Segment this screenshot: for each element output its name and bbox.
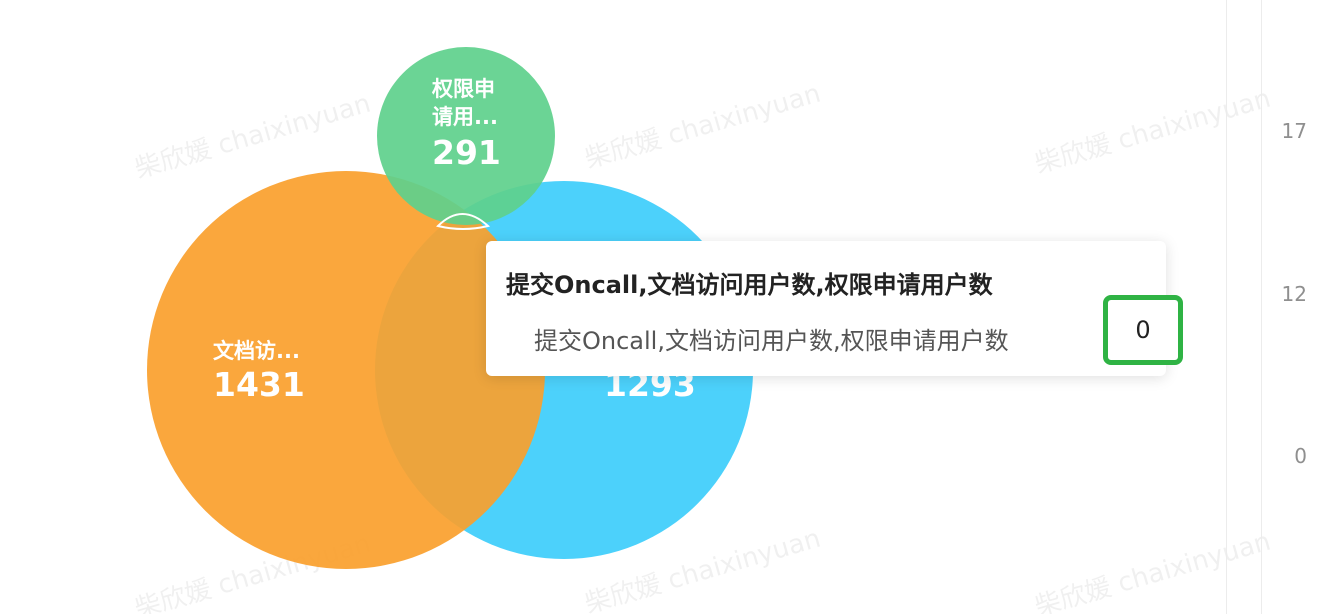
venn-circle-orange[interactable] bbox=[147, 171, 545, 569]
venn-circle-green[interactable] bbox=[377, 47, 555, 225]
orange-value-label: 1431 bbox=[213, 365, 305, 404]
green-value-label: 291 bbox=[432, 133, 501, 172]
green-label-line1: 权限申 bbox=[431, 77, 495, 101]
axis-tick-label: 12 bbox=[1281, 282, 1307, 306]
orange-name-label: 文档访... bbox=[213, 339, 300, 363]
tooltip-value: 0 bbox=[1135, 316, 1151, 344]
adjacent-chart-divider bbox=[1261, 0, 1262, 614]
green-label-line2: 请用... bbox=[432, 105, 498, 129]
chart-tooltip: 提交Oncall,文档访问用户数,权限申请用户数 提交Oncall,文档访问用户… bbox=[486, 241, 1183, 376]
axis-tick-label: 17 bbox=[1281, 119, 1307, 143]
venn-intersection-highlight[interactable] bbox=[436, 213, 491, 230]
axis-tick-label: 0 bbox=[1294, 444, 1307, 468]
tooltip-value-box: 0 bbox=[1103, 295, 1183, 365]
adjacent-chart-panel: 17 12 0 bbox=[1226, 0, 1324, 614]
tooltip-row-label: 提交Oncall,文档访问用户数,权限申请用户数 bbox=[534, 327, 1009, 355]
tooltip-title: 提交Oncall,文档访问用户数,权限申请用户数 bbox=[506, 271, 993, 299]
